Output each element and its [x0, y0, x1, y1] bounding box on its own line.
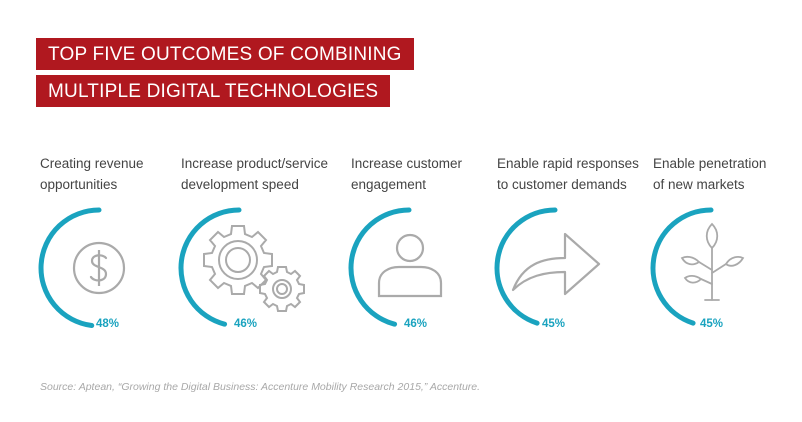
arrow-icon: [505, 228, 605, 313]
outcome-label-development-speed: Increase product/service development spe…: [181, 153, 328, 195]
value-label-new-markets: 45%: [700, 318, 724, 330]
progress-arc: [494, 207, 558, 326]
value-label-rapid-responses: 45%: [542, 318, 566, 330]
outcome-label-new-markets: Enable penetration of new markets: [653, 153, 766, 195]
dollar-icon: [59, 228, 139, 313]
outcome-label-line: opportunities: [40, 177, 118, 192]
outcome-label-revenue: Creating revenue opportunities: [40, 153, 144, 195]
gears-icon: [194, 218, 334, 323]
outcome-label-line: Creating revenue: [40, 156, 144, 171]
value-label-development-speed: 46%: [234, 318, 258, 330]
progress-arc: [348, 207, 412, 327]
progress-arc: [178, 207, 242, 327]
outcome-label-line: Enable rapid responses: [497, 156, 639, 171]
value-label-revenue: 48%: [96, 318, 120, 330]
value-label-engagement: 46%: [404, 318, 428, 330]
outcome-label-line: to customer demands: [497, 177, 627, 192]
outcome-label-line: engagement: [351, 177, 427, 192]
outcome-label-line: of new markets: [653, 177, 745, 192]
outcome-label-line: Increase product/service: [181, 156, 329, 171]
source-note: Source: Aptean, “Growing the Digital Bus…: [40, 381, 481, 393]
outcome-label-engagement: Increase customer engagement: [351, 153, 462, 195]
title-line-2: MULTIPLE DIGITAL TECHNOLOGIES: [36, 75, 391, 107]
person-icon: [369, 228, 449, 313]
progress-arc: [38, 207, 102, 329]
outcome-label-line: Enable penetration: [653, 156, 767, 171]
outcome-label-line: development speed: [181, 177, 299, 192]
outcome-label-line: Increase customer: [351, 156, 463, 171]
progress-arc: [650, 207, 714, 326]
title-line-1: TOP FIVE OUTCOMES OF COMBINING: [36, 38, 414, 70]
sprout-icon: [671, 218, 751, 323]
outcome-label-rapid-responses: Enable rapid responses to customer deman…: [497, 153, 639, 195]
